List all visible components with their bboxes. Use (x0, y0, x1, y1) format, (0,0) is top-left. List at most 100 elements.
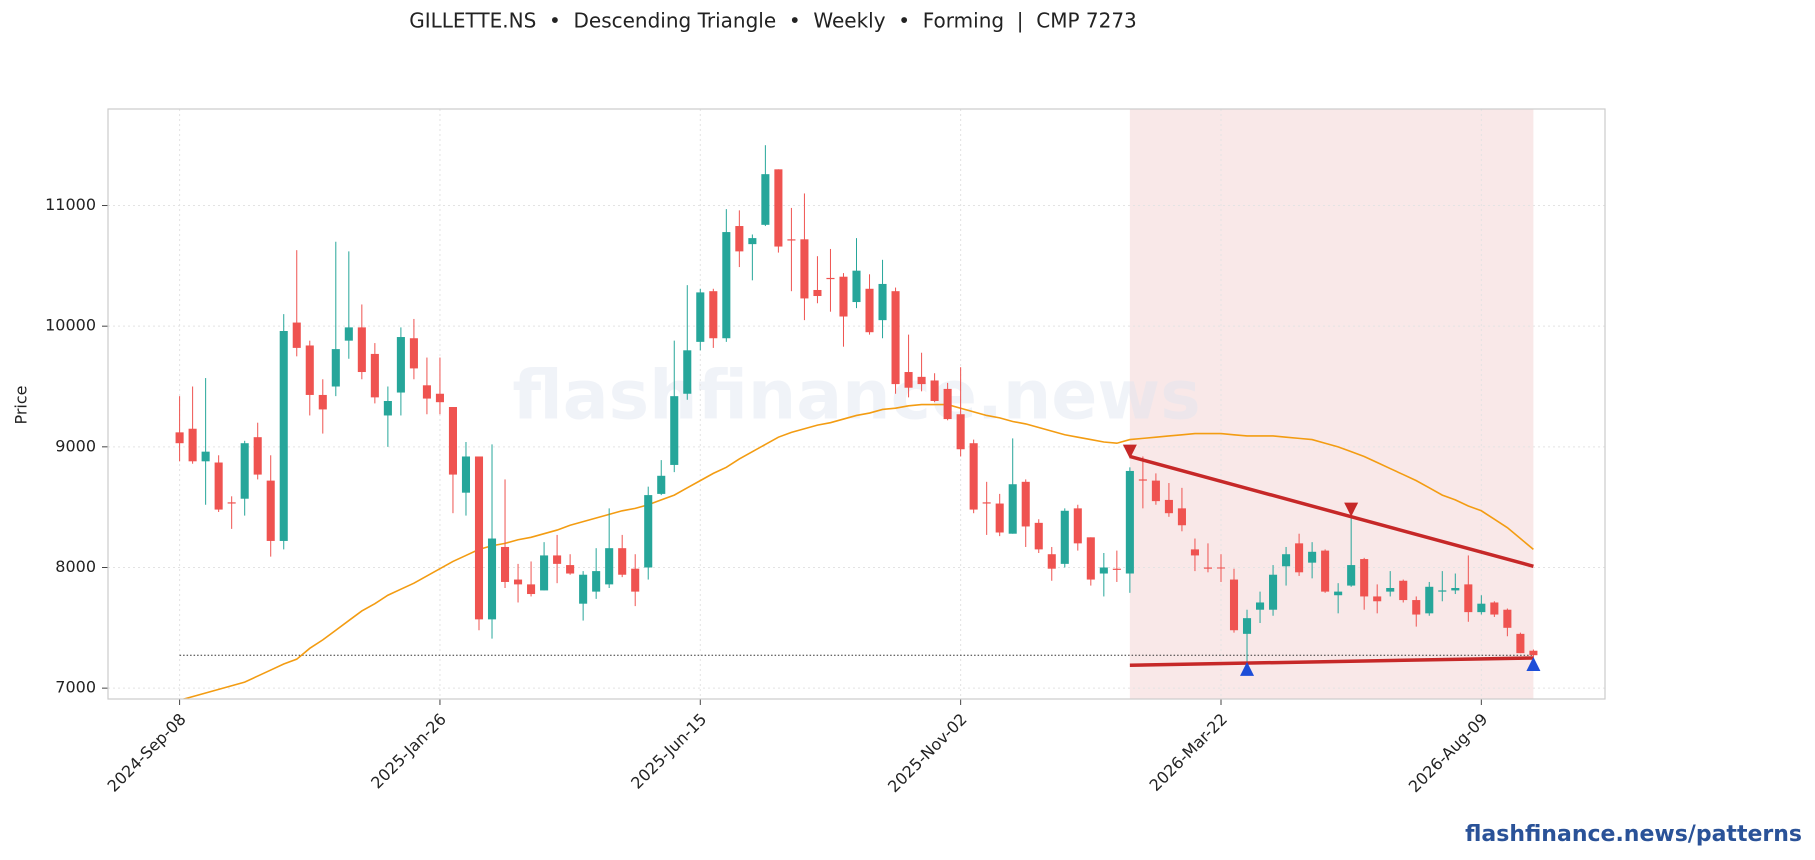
candle-body (1347, 565, 1356, 586)
candle-body (292, 322, 301, 348)
pivot-marker (1122, 444, 1137, 459)
candle-body (1386, 587, 1395, 592)
pivot-marker (1344, 502, 1359, 517)
x-tick-label: 2024-Sep-08 (103, 710, 189, 796)
candle-body (1425, 586, 1434, 614)
candle-body (1256, 602, 1265, 610)
candle-body (1477, 603, 1486, 613)
candle-body (1516, 633, 1525, 654)
candle-body (930, 380, 939, 401)
plot-frame (107, 108, 1606, 700)
candle-body (1334, 591, 1343, 596)
candle-body (1099, 567, 1108, 574)
candle-body (1034, 522, 1043, 550)
candle-body (748, 238, 757, 245)
candle-body (1282, 554, 1291, 567)
candle-body (722, 232, 731, 339)
candle-body (657, 475, 666, 494)
candle-body (904, 372, 913, 388)
candle-body (1503, 609, 1512, 628)
candle-body (1021, 481, 1030, 527)
candle-body (331, 349, 340, 387)
y-tick-label: 10000 (45, 316, 96, 335)
candle-body (969, 443, 978, 510)
candle-body (1373, 596, 1382, 602)
candle-body (514, 579, 523, 585)
candle-body (631, 568, 640, 592)
candle-body (982, 502, 991, 504)
candle-body (774, 169, 783, 247)
candle-body (683, 350, 692, 394)
candle-body (1229, 579, 1239, 631)
candle-body (435, 393, 444, 403)
pivot-marker (1240, 661, 1255, 676)
candle-body (1073, 508, 1082, 544)
x-tick-label: 2025-Jun-15 (627, 710, 710, 793)
candle-body (500, 546, 510, 582)
candle-body (305, 345, 314, 395)
candle-body (201, 451, 210, 462)
candle-body (917, 376, 926, 385)
candle-body (1190, 549, 1199, 556)
candle-body (592, 571, 601, 592)
candle-body (709, 291, 718, 339)
candle-body (318, 394, 327, 410)
candle-body (461, 456, 471, 493)
candle-body (878, 283, 887, 321)
candle-body (761, 174, 770, 225)
candle-body (1360, 559, 1369, 597)
trendline (1129, 454, 1534, 568)
candle-body (474, 456, 484, 620)
candle-body (487, 538, 497, 620)
candle-body (357, 327, 366, 373)
candle-body (409, 338, 418, 369)
candle-body (540, 555, 549, 591)
candle-body (813, 289, 822, 297)
y-axis-label: Price (12, 385, 31, 424)
candle-body (1125, 470, 1134, 574)
candle-body (383, 400, 392, 416)
candle-body (1451, 587, 1460, 591)
x-tick-label: 2026-Aug-09 (1405, 710, 1492, 797)
candle-body (787, 239, 796, 241)
candle-body (1008, 484, 1017, 534)
y-tick-label: 8000 (55, 557, 96, 576)
candle-body (188, 428, 197, 462)
y-tick-label: 11000 (45, 195, 96, 214)
candle-body (1086, 537, 1095, 580)
y-tick-label: 9000 (55, 436, 96, 455)
candle-body (1151, 480, 1160, 502)
candle-body (839, 276, 848, 317)
candle-body (1438, 590, 1447, 592)
watermark: flashfinance.news (512, 357, 1200, 436)
candle-body (943, 388, 952, 420)
x-tick-label: 2026-Mar-22 (1146, 710, 1231, 795)
candle-body (579, 574, 588, 604)
chart-title: GILLETTE.NS • Descending Triangle • Week… (409, 9, 1137, 33)
candle-body (1490, 602, 1499, 615)
candle-body (214, 462, 223, 510)
candle-body (1529, 650, 1538, 656)
candle-body (605, 548, 614, 585)
candle-body (1399, 580, 1408, 601)
candle-body (1269, 574, 1278, 610)
candle-body (370, 353, 379, 398)
candle-body (1164, 499, 1173, 514)
candle-body (800, 239, 809, 299)
candle-body (1242, 618, 1252, 634)
candle-body (956, 414, 965, 450)
candle-body (670, 396, 679, 465)
candle-body (566, 565, 575, 574)
candle-body (644, 495, 653, 568)
candle-body (1464, 584, 1473, 613)
candle-body (865, 288, 874, 333)
candle-body (344, 327, 353, 341)
candle-body (227, 502, 236, 504)
candle-body (696, 292, 705, 342)
candle-body (618, 548, 627, 575)
candle-body (448, 407, 457, 475)
candle-body (1321, 550, 1330, 592)
y-tick-label: 7000 (55, 678, 96, 697)
x-tick-label: 2025-Nov-02 (884, 710, 971, 797)
